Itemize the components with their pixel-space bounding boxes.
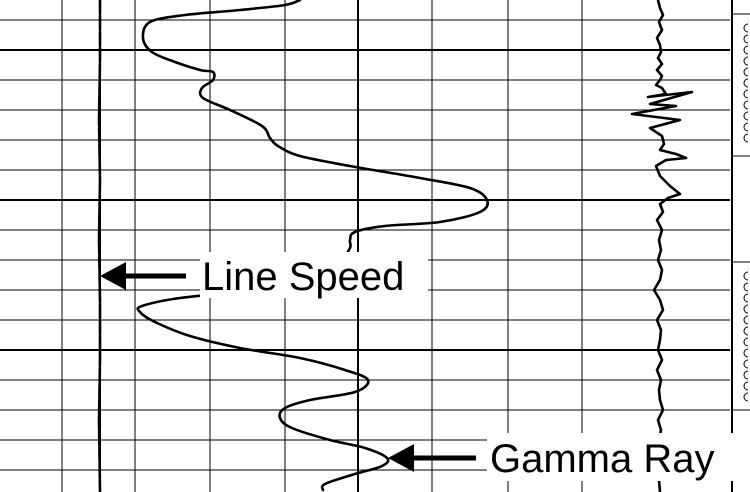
gamma-ray-label: Gamma Ray xyxy=(490,437,715,481)
line-speed-annotation: Line Speed xyxy=(100,252,428,299)
depth-scallop xyxy=(743,381,749,391)
depth-scallop xyxy=(743,293,749,303)
tension-curve xyxy=(630,0,694,492)
depth-scallop xyxy=(743,78,749,88)
depth-scallop xyxy=(743,282,749,292)
depth-scallop xyxy=(743,326,749,336)
depth-scallop xyxy=(743,34,749,44)
depth-scallop xyxy=(743,133,749,143)
gamma-ray-arrow-head xyxy=(388,444,414,472)
depth-scallop xyxy=(743,271,749,281)
line-speed-label: Line Speed xyxy=(202,255,404,299)
line-speed-arrow-head xyxy=(100,262,126,290)
depth-scallop xyxy=(743,359,749,369)
depth-scallop xyxy=(743,23,749,33)
depth-scallop xyxy=(743,122,749,132)
gamma-ray-annotation: Gamma Ray xyxy=(388,433,742,481)
log-curves xyxy=(97,0,694,492)
line-speed-label-bg xyxy=(200,252,428,298)
depth-scallop xyxy=(743,392,749,402)
depth-scallop xyxy=(743,315,749,325)
depth-scallop xyxy=(743,67,749,77)
depth-scallop xyxy=(743,100,749,110)
gamma-ray-curve xyxy=(136,0,490,492)
line-speed-curve xyxy=(97,0,102,492)
depth-scallop xyxy=(743,89,749,99)
depth-track xyxy=(731,0,750,492)
depth-scallop xyxy=(743,45,749,55)
depth-scallop xyxy=(743,111,749,121)
depth-scallop xyxy=(743,370,749,380)
depth-scallop xyxy=(743,304,749,314)
depth-scallop xyxy=(743,348,749,358)
gamma-ray-label-bg xyxy=(487,433,742,481)
depth-scallop xyxy=(743,337,749,347)
depth-scallop xyxy=(743,56,749,66)
